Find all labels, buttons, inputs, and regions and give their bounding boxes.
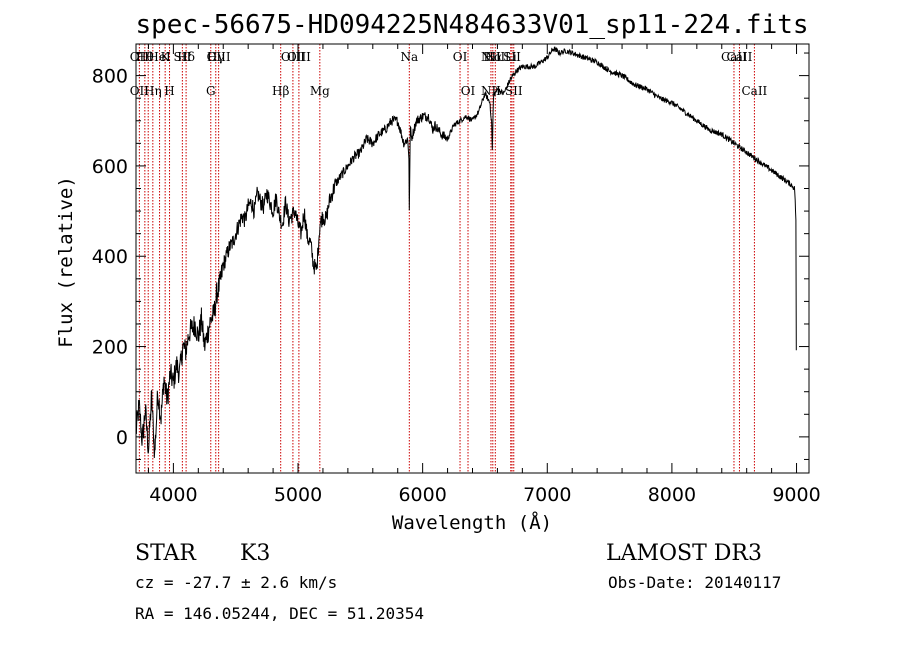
x-tick-label: 9000 [772,484,820,506]
line-marker-label: K [161,50,171,64]
line-markers [138,44,755,473]
line-marker-label: Hδ [177,50,195,64]
line-marker-label: NII [481,50,501,64]
line-marker-label: CaII [727,50,753,64]
line-marker-label: OII [130,50,150,64]
line-marker-label: Li [505,50,517,64]
survey-name: LAMOST DR3 [606,541,762,566]
y-tick-label: 200 [92,337,128,359]
x-axis-label: Wavelength (Å) [392,511,552,534]
y-axis-label: Flux (relative) [55,176,77,348]
line-marker-label: OI [453,50,468,64]
x-tick-label: 7000 [523,484,571,506]
axis-ticks: 4000 5000 6000 7000 8000 9000 0 200 400 600 800 [92,44,821,506]
line-marker-label: Hγ [207,50,225,64]
x-tick-label: 8000 [648,484,696,506]
line-marker-label: OIII [281,50,305,64]
line-marker-label: SII [503,50,521,64]
spectrum-line [135,46,797,459]
line-marker-label: CaII [721,50,747,64]
sky-coordinates: RA = 146.05244, DEC = 51.20354 [135,604,424,623]
x-tick-label: 5000 [274,484,322,506]
object-class: STAR [135,541,197,566]
line-marker-label: CaII [741,84,767,98]
chart-title: spec-56675-HD094225N484633V01_sp11-224.f… [135,10,808,40]
y-tick-label: 800 [92,66,128,88]
line-marker-label: OI [461,84,476,98]
line-marker-label: NII [485,50,505,64]
object-subclass: K3 [240,541,270,566]
y-tick-label: 600 [92,156,128,178]
line-marker-label: Hα [484,50,503,64]
line-marker-label: Mg [310,84,330,98]
observation-date: Obs-Date: 20140117 [608,573,781,592]
line-marker-labels: OIIOIIHθHηHeIKHSIIHδGHγOIIIHβOIIIOIIIMgN… [130,50,768,98]
line-marker-label: OIII [207,50,231,64]
x-tick-label: 6000 [398,484,446,506]
redshift-velocity: cz = -27.7 ± 2.6 km/s [135,573,337,592]
line-marker-label: SII [505,84,523,98]
line-marker-label: HeI [148,50,171,64]
line-marker-label: OIII [287,50,311,64]
x-tick-label: 4000 [149,484,197,506]
line-marker-label: SII [174,50,192,64]
plot-frame [135,43,810,474]
line-marker-label: G [206,84,216,98]
line-marker-label: OII [130,84,150,98]
line-marker-label: Hη [144,84,162,98]
line-marker-label: H [164,84,174,98]
line-marker-label: Hβ [272,84,289,98]
y-tick-label: 400 [92,246,128,268]
line-marker-label: Na [400,50,418,64]
y-tick-label: 0 [116,427,128,449]
